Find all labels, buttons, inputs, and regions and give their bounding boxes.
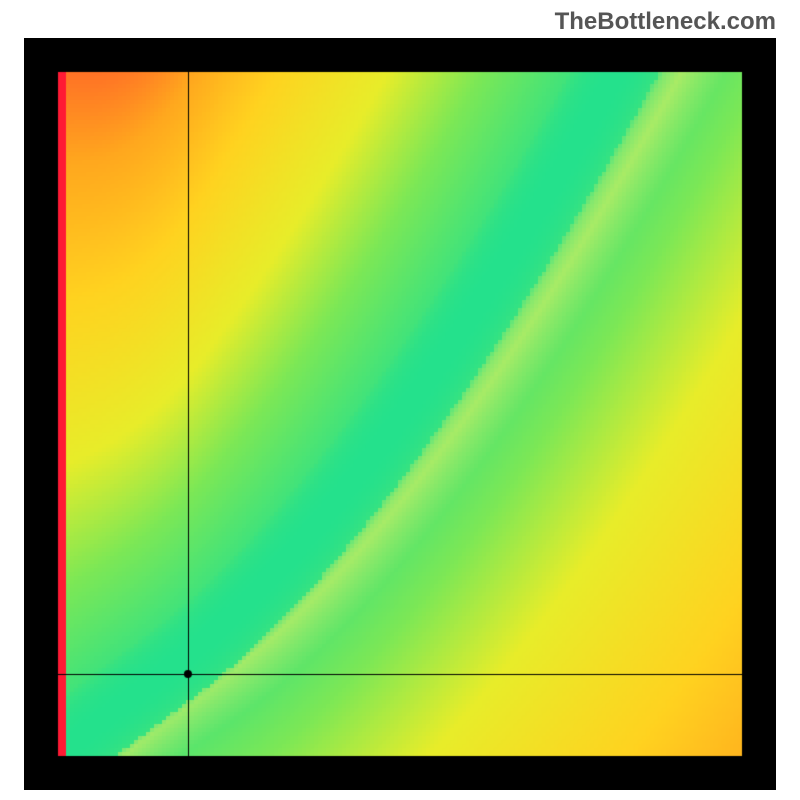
attribution-text: TheBottleneck.com [555, 8, 776, 36]
root: TheBottleneck.com [0, 0, 800, 800]
chart-frame [24, 38, 776, 790]
heatmap-canvas [24, 38, 776, 790]
